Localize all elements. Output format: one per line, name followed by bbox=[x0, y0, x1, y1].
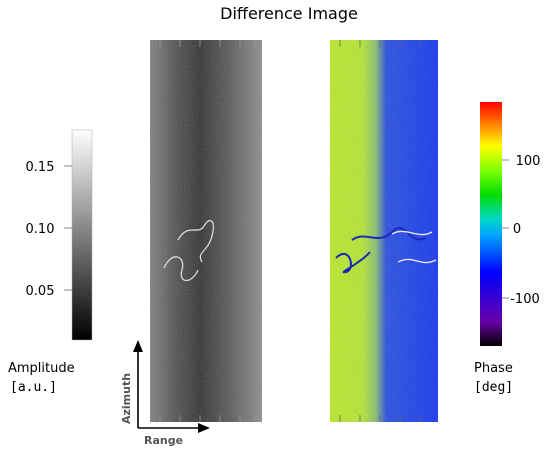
phase-tick-label: -100 bbox=[510, 292, 540, 307]
phase-tick-label: 100 bbox=[516, 154, 541, 169]
phase-image bbox=[330, 40, 438, 422]
phase-image-noise bbox=[330, 40, 438, 422]
phase-unit: [deg] bbox=[474, 380, 513, 395]
phase-river-feature-light bbox=[391, 230, 437, 264]
amplitude-tick-label: 0.15 bbox=[26, 160, 55, 175]
axes-indicator: Azimuth Range bbox=[120, 340, 210, 447]
phase-label: Phase bbox=[474, 361, 513, 376]
azimuth-label: Azimuth bbox=[120, 373, 133, 424]
phase-colorbar: 100 0 -100 bbox=[480, 102, 540, 346]
range-arrowhead bbox=[198, 423, 210, 433]
amplitude-river-feature bbox=[163, 219, 214, 282]
amplitude-colorbar: 0.15 0.10 0.05 bbox=[26, 129, 93, 341]
amplitude-label: Amplitude bbox=[8, 361, 75, 376]
figure-title: Difference Image bbox=[220, 4, 358, 23]
phase-colorbar-gradient bbox=[480, 102, 502, 346]
phase-tick-label: 0 bbox=[513, 222, 521, 237]
phase-image-bottom-ticks bbox=[339, 415, 421, 422]
amplitude-image-speckle bbox=[150, 40, 262, 422]
amplitude-colorbar-gradient bbox=[71, 129, 93, 341]
amplitude-tick-label: 0.05 bbox=[26, 284, 55, 299]
amplitude-image bbox=[150, 40, 262, 422]
amplitude-tick-label: 0.10 bbox=[26, 222, 55, 237]
amplitude-image-bottom-ticks bbox=[159, 415, 256, 422]
range-label: Range bbox=[144, 434, 183, 447]
amplitude-image-top-ticks bbox=[159, 40, 256, 47]
phase-river-feature bbox=[335, 227, 427, 274]
amplitude-unit: [a.u.] bbox=[10, 380, 57, 395]
phase-image-top-ticks bbox=[339, 40, 421, 47]
azimuth-arrowhead bbox=[133, 340, 143, 352]
